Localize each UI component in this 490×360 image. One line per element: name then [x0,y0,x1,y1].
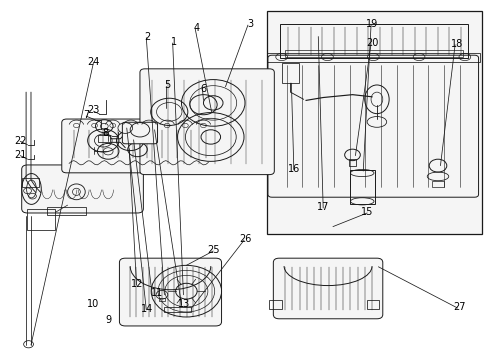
Bar [164,307,191,312]
Text: 6: 6 [200,84,206,94]
Text: 2: 2 [144,32,150,41]
Bar [367,300,379,309]
Bar [98,135,110,141]
Bar [432,181,444,187]
Text: 12: 12 [131,279,144,289]
Text: 18: 18 [451,39,464,49]
Text: 17: 17 [317,202,329,212]
Text: 20: 20 [366,38,378,48]
Text: 24: 24 [87,57,100,67]
FancyBboxPatch shape [120,258,221,326]
Text: 19: 19 [366,19,378,29]
Text: 16: 16 [288,164,300,174]
Bar [282,63,299,83]
Text: 3: 3 [247,19,253,29]
Text: 13: 13 [178,299,190,309]
Bar [349,170,375,204]
Text: 1: 1 [171,37,177,47]
Text: 22: 22 [14,136,26,145]
FancyBboxPatch shape [140,69,274,175]
Text: 7: 7 [83,111,89,121]
Bar [270,300,282,309]
Text: 25: 25 [207,245,220,255]
Text: 23: 23 [87,105,100,115]
Bar [267,53,480,62]
Bar [159,298,165,301]
Bar [285,50,464,57]
Text: 10: 10 [87,299,99,309]
FancyBboxPatch shape [273,258,383,319]
Text: 21: 21 [14,150,26,160]
FancyBboxPatch shape [62,119,216,173]
Bar [27,209,55,230]
Text: 26: 26 [239,234,251,244]
Bar [348,159,356,166]
Text: 4: 4 [193,23,199,33]
Bar [22,178,39,187]
Text: 27: 27 [454,302,466,312]
Text: 15: 15 [361,207,373,217]
Text: 8: 8 [103,128,109,138]
Text: 5: 5 [164,80,170,90]
Text: 14: 14 [141,304,153,314]
Bar [280,24,468,58]
FancyBboxPatch shape [122,122,158,144]
Text: 11: 11 [151,288,163,298]
FancyBboxPatch shape [22,165,144,213]
FancyBboxPatch shape [268,55,479,197]
Bar [47,207,86,215]
Text: 9: 9 [105,315,111,325]
Bar [267,12,482,234]
